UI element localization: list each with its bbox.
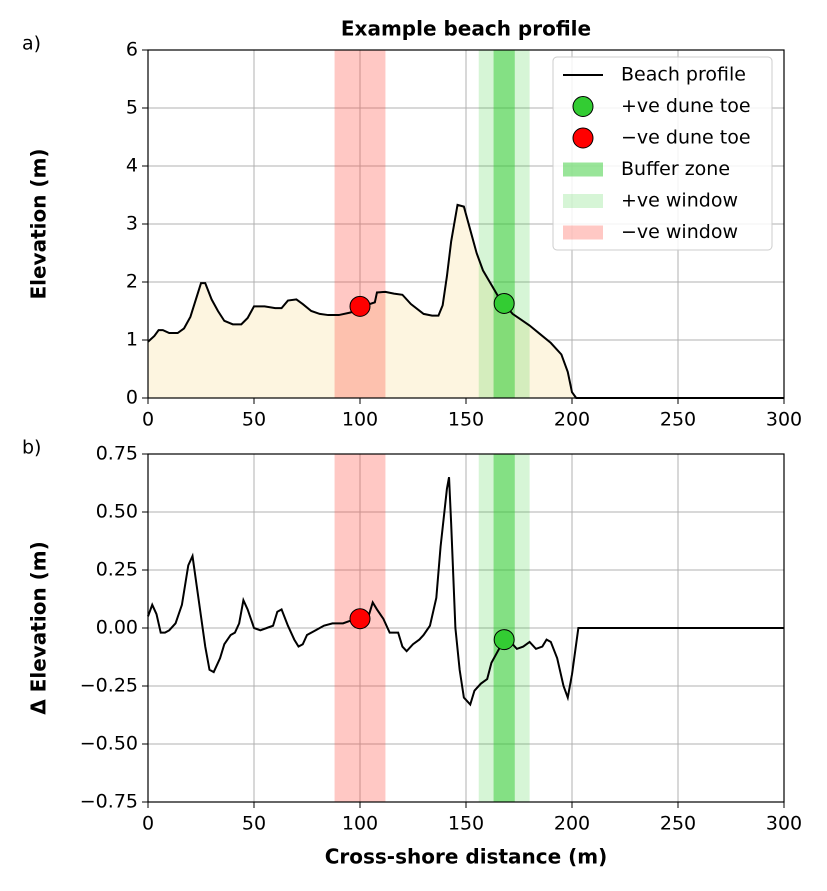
y-tick-label: 2 xyxy=(126,271,138,293)
panel-label: b) xyxy=(22,437,41,459)
legend-box xyxy=(552,56,773,251)
y-tick-label: −0.50 xyxy=(80,733,138,755)
y-tick-label: 3 xyxy=(126,213,138,235)
y-axis-label: Elevation (m) xyxy=(27,148,51,299)
area xyxy=(148,204,784,398)
legend-swatch xyxy=(572,127,594,149)
x-tick-label: 100 xyxy=(342,813,378,835)
legend-label: Beach profile xyxy=(621,64,746,86)
legend-label: −ve window xyxy=(621,221,738,243)
axes-frame xyxy=(147,49,785,399)
legend-label: +ve dune toe xyxy=(621,95,751,117)
span xyxy=(493,454,515,802)
legend-label: Buffer zone xyxy=(621,158,730,180)
legend-swatch xyxy=(563,194,603,208)
axes-frame xyxy=(147,453,785,803)
x-tick-label: 200 xyxy=(554,409,590,431)
x-tick-label: 150 xyxy=(448,813,484,835)
y-tick-label: 0.50 xyxy=(96,501,138,523)
y-tick-label: 0.75 xyxy=(96,443,138,465)
x-tick-label: 50 xyxy=(242,813,266,835)
legend-swatch xyxy=(572,96,594,117)
y-tick-label: 0.00 xyxy=(96,617,138,639)
legend-swatch xyxy=(563,162,603,177)
x-tick-label: 100 xyxy=(342,409,378,431)
panel-label: a) xyxy=(22,33,41,55)
legend-swatch xyxy=(563,225,603,240)
legend-label: +ve window xyxy=(621,190,738,212)
y-tick-label: −0.25 xyxy=(80,675,138,697)
x-tick-label: 250 xyxy=(660,813,696,835)
y-tick-label: 0.25 xyxy=(96,559,138,581)
marker xyxy=(349,295,371,317)
legend-label: −ve dune toe xyxy=(621,127,751,149)
x-tick-label: 200 xyxy=(554,813,590,835)
x-tick-label: 300 xyxy=(766,409,802,431)
x-tick-label: 150 xyxy=(448,409,484,431)
x-tick-label: 250 xyxy=(660,409,696,431)
x-axis-label: Cross-shore distance (m) xyxy=(325,845,608,869)
x-tick-label: 0 xyxy=(142,409,154,431)
marker xyxy=(493,629,515,651)
x-tick-label: 300 xyxy=(766,813,802,835)
chart-title: Example beach profile xyxy=(341,17,591,41)
marker xyxy=(493,292,515,314)
y-tick-label: −0.75 xyxy=(80,791,138,813)
y-tick-label: 6 xyxy=(126,39,138,61)
y-tick-label: 0 xyxy=(126,387,138,409)
span xyxy=(478,454,530,802)
span xyxy=(334,50,386,398)
y-tick-label: 1 xyxy=(126,329,138,351)
y-axis-label: Δ Elevation (m) xyxy=(27,541,51,715)
y-tick-label: 5 xyxy=(126,97,138,119)
marker xyxy=(349,608,371,630)
x-tick-label: 0 xyxy=(142,813,154,835)
x-tick-label: 50 xyxy=(242,409,266,431)
span xyxy=(478,50,530,398)
y-tick-label: 4 xyxy=(126,155,138,177)
